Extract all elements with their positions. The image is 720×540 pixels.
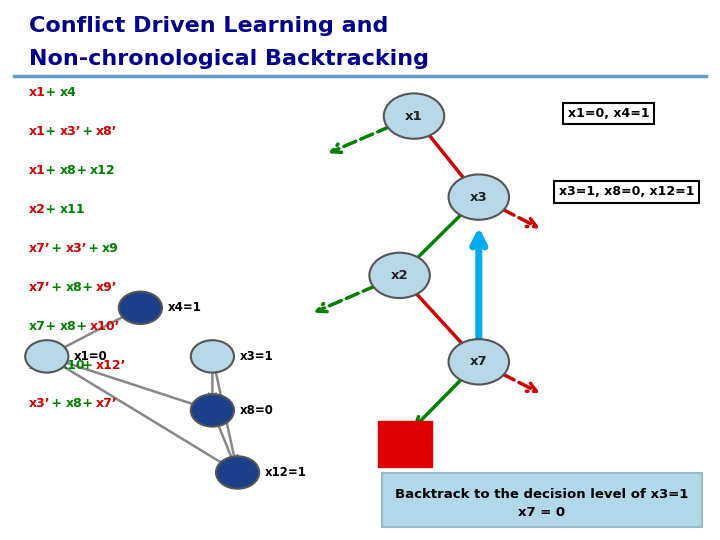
Text: Non-chronological Backtracking: Non-chronological Backtracking bbox=[29, 49, 429, 69]
Text: x3’: x3’ bbox=[29, 397, 50, 410]
Text: +: + bbox=[41, 125, 60, 138]
Text: x7’: x7’ bbox=[29, 242, 50, 255]
Text: x1=0: x1=0 bbox=[74, 350, 108, 363]
Text: x2: x2 bbox=[29, 203, 45, 216]
Text: +: + bbox=[72, 164, 91, 177]
Text: x10’: x10’ bbox=[90, 320, 120, 333]
Text: +: + bbox=[48, 242, 66, 255]
Text: +: + bbox=[41, 320, 60, 333]
Text: +: + bbox=[84, 242, 103, 255]
Text: x7: x7 bbox=[29, 359, 45, 372]
Text: x7’: x7’ bbox=[96, 397, 118, 410]
Bar bbox=[378, 421, 432, 467]
Circle shape bbox=[119, 292, 162, 324]
Text: x3=1, x8=0, x12=1: x3=1, x8=0, x12=1 bbox=[559, 185, 694, 198]
Text: x8’: x8’ bbox=[96, 125, 117, 138]
Text: x8: x8 bbox=[60, 320, 76, 333]
Text: +: + bbox=[78, 125, 97, 138]
Text: x4: x4 bbox=[60, 86, 76, 99]
Text: x8: x8 bbox=[60, 164, 76, 177]
Circle shape bbox=[384, 93, 444, 139]
Text: x7: x7 bbox=[29, 320, 45, 333]
Circle shape bbox=[216, 456, 259, 489]
Text: x12’: x12’ bbox=[96, 359, 127, 372]
Circle shape bbox=[25, 340, 68, 373]
Circle shape bbox=[449, 174, 509, 220]
Text: x9: x9 bbox=[102, 242, 119, 255]
Text: x7’: x7’ bbox=[29, 281, 50, 294]
Text: x1: x1 bbox=[29, 125, 45, 138]
Text: x9’: x9’ bbox=[96, 281, 117, 294]
Text: +: + bbox=[41, 359, 60, 372]
Text: x7 = 0: x7 = 0 bbox=[518, 507, 565, 519]
Text: +: + bbox=[41, 86, 60, 99]
Text: +: + bbox=[41, 203, 60, 216]
Circle shape bbox=[369, 253, 430, 298]
Text: +: + bbox=[78, 281, 97, 294]
Text: x1: x1 bbox=[29, 86, 45, 99]
Text: +: + bbox=[72, 320, 91, 333]
Text: x3’: x3’ bbox=[60, 125, 81, 138]
Text: x11: x11 bbox=[60, 203, 85, 216]
Text: x4=1: x4=1 bbox=[168, 301, 202, 314]
Text: +: + bbox=[41, 164, 60, 177]
Text: +: + bbox=[78, 359, 97, 372]
Text: +: + bbox=[78, 397, 97, 410]
Text: x10: x10 bbox=[60, 359, 85, 372]
Text: x12: x12 bbox=[90, 164, 116, 177]
Text: x8: x8 bbox=[66, 281, 82, 294]
Text: Conflict Driven Learning and: Conflict Driven Learning and bbox=[29, 16, 388, 36]
Text: x1=0, x4=1: x1=0, x4=1 bbox=[567, 107, 649, 120]
Text: x7: x7 bbox=[470, 355, 487, 368]
Bar bbox=[382, 472, 702, 526]
Text: x2: x2 bbox=[391, 269, 408, 282]
Text: +: + bbox=[48, 397, 66, 410]
Text: x8=0: x8=0 bbox=[240, 404, 274, 417]
Text: x8: x8 bbox=[66, 397, 82, 410]
Circle shape bbox=[191, 340, 234, 373]
Text: x12=1: x12=1 bbox=[265, 466, 307, 479]
Text: x3=1: x3=1 bbox=[240, 350, 274, 363]
Text: Backtrack to the decision level of x3=1: Backtrack to the decision level of x3=1 bbox=[395, 488, 688, 501]
Text: x3: x3 bbox=[470, 191, 487, 204]
Text: x1: x1 bbox=[405, 110, 423, 123]
Circle shape bbox=[449, 339, 509, 384]
Text: +: + bbox=[48, 281, 66, 294]
Text: x1: x1 bbox=[29, 164, 45, 177]
Circle shape bbox=[191, 394, 234, 427]
Text: x3’: x3’ bbox=[66, 242, 87, 255]
